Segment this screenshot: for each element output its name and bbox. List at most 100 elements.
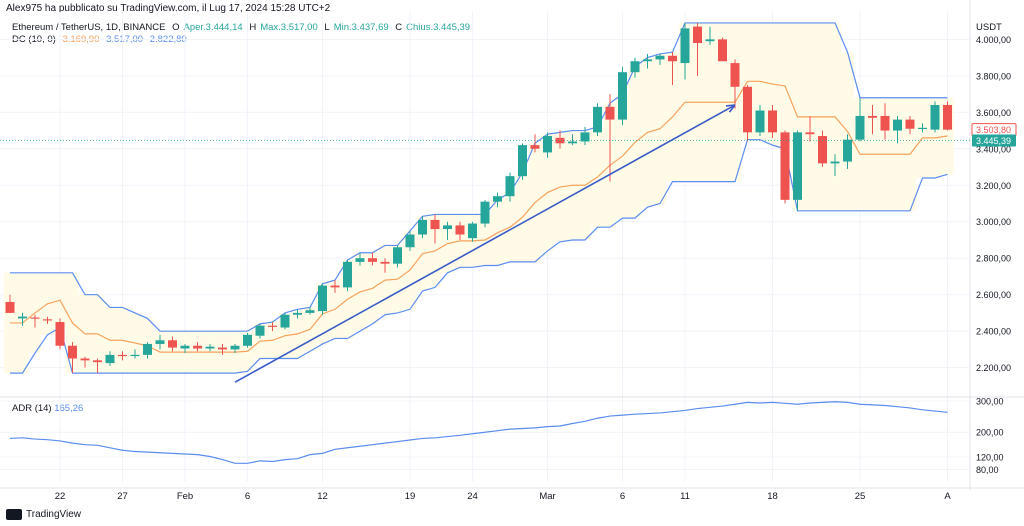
candle-body: [368, 258, 377, 262]
candle-body: [343, 261, 352, 288]
candle-body: [243, 334, 252, 346]
candle-body: [455, 225, 465, 235]
candle-body: [668, 55, 677, 62]
candle-body: [55, 322, 65, 346]
candle-body: [930, 105, 940, 130]
dc-price-tag-label: 3.503,80: [976, 125, 1011, 135]
candle-body: [318, 285, 327, 312]
time-tick-label: Mar: [539, 491, 555, 502]
candle-body: [130, 354, 140, 357]
price-tick-label: 3.400,00: [976, 144, 1011, 154]
price-tick-label: 3.200,00: [976, 181, 1011, 191]
candle-body: [118, 354, 127, 357]
candle-body: [893, 119, 902, 131]
candle-body: [293, 312, 302, 315]
candle-body: [643, 59, 652, 62]
time-tick-label: A: [944, 491, 951, 502]
candle-body: [230, 345, 240, 350]
adr-label[interactable]: ADR (14): [12, 403, 52, 414]
time-tick-label: 11: [680, 491, 690, 502]
time-tick-label: 24: [467, 491, 478, 502]
candle-body: [705, 39, 715, 42]
price-tick-label: 2.800,00: [976, 254, 1011, 264]
footer-brand[interactable]: TradingView: [26, 509, 82, 520]
last-price-tag-label: 3.445,39: [976, 136, 1011, 146]
candle-body: [543, 136, 552, 153]
price-tick-label: 2.400,00: [976, 327, 1011, 337]
low-label: L: [324, 22, 330, 33]
candle-body: [193, 345, 202, 349]
candle-body: [168, 340, 177, 348]
candle-body: [530, 145, 540, 149]
adr-line: [9, 401, 948, 464]
candle-body: [43, 319, 52, 321]
time-tick-label: 6: [620, 491, 625, 502]
candle-body: [918, 127, 927, 130]
candle-body: [180, 345, 190, 349]
candle-body: [855, 115, 865, 140]
candle-body: [30, 317, 40, 319]
candle-body: [105, 354, 115, 364]
candle-body: [305, 310, 315, 313]
candle-body: [780, 132, 790, 200]
candle-body: [155, 340, 165, 344]
candle-body: [805, 132, 815, 135]
price-tick-label: 2.600,00: [976, 290, 1011, 300]
candle-body: [18, 316, 27, 319]
price-tick-label: 4.000,00: [976, 35, 1011, 45]
trend-arrow-head-icon: [725, 104, 736, 113]
candle-body: [718, 39, 727, 62]
candle-body: [505, 176, 515, 197]
candle-body: [405, 234, 415, 248]
candle-body: [793, 132, 802, 200]
candle-body: [518, 145, 527, 177]
candle-body: [743, 86, 752, 133]
candle-body: [568, 141, 577, 144]
candle-body: [68, 345, 77, 359]
candle-body: [93, 360, 102, 363]
adr-tick-label: 80,00: [976, 465, 999, 475]
time-tick-label: 19: [405, 491, 416, 502]
adr-value: 165,26: [54, 403, 84, 414]
price-tick-label: 3.800,00: [976, 71, 1011, 81]
candle-body: [205, 346, 215, 349]
adr-legend: ADR (14) 165,26: [12, 403, 83, 414]
candle-body: [330, 285, 340, 288]
high-label: H: [249, 22, 257, 33]
adr-tick-label: 200,00: [976, 428, 1004, 438]
candle-body: [880, 115, 890, 131]
candle-body: [280, 314, 290, 328]
candle-body: [868, 115, 877, 118]
candle-body: [393, 247, 402, 264]
price-tick-label: 3.600,00: [976, 108, 1011, 118]
candle-body: [655, 55, 665, 60]
candle-body: [630, 61, 640, 73]
high-value: Max.3.517,00: [260, 22, 318, 33]
candle-body: [755, 110, 765, 133]
footer: TradingView: [6, 509, 81, 520]
donchian-upper-line: [10, 22, 948, 332]
time-tick-label: 22: [55, 491, 66, 502]
candle-body: [693, 26, 702, 44]
low-value: Min.3.437,69: [333, 22, 389, 33]
adr-tick-label: 300,00: [976, 397, 1004, 407]
time-tick-label: Feb: [177, 491, 193, 502]
tradingview-logo-icon: [6, 509, 22, 520]
donchian-fill: [3, 22, 954, 374]
symbol-label[interactable]: Ethereum / TetherUS, 1D, BINANCE: [12, 22, 166, 33]
adr-tick-label: 120,00: [976, 453, 1004, 463]
candle-body: [843, 139, 852, 162]
candle-body: [768, 110, 777, 133]
time-tick-label: 6: [245, 491, 250, 502]
candle-body: [430, 219, 440, 230]
candle-body: [593, 106, 602, 133]
candle-body: [830, 161, 840, 164]
trend-arrow-line: [234, 104, 736, 383]
time-tick-label: 12: [317, 491, 328, 502]
price-tick-label: 2.200,00: [976, 363, 1011, 373]
last-price-tag: [972, 134, 1016, 147]
candle-body: [818, 136, 827, 164]
candle-body: [905, 119, 915, 129]
candle-body: [468, 223, 477, 239]
